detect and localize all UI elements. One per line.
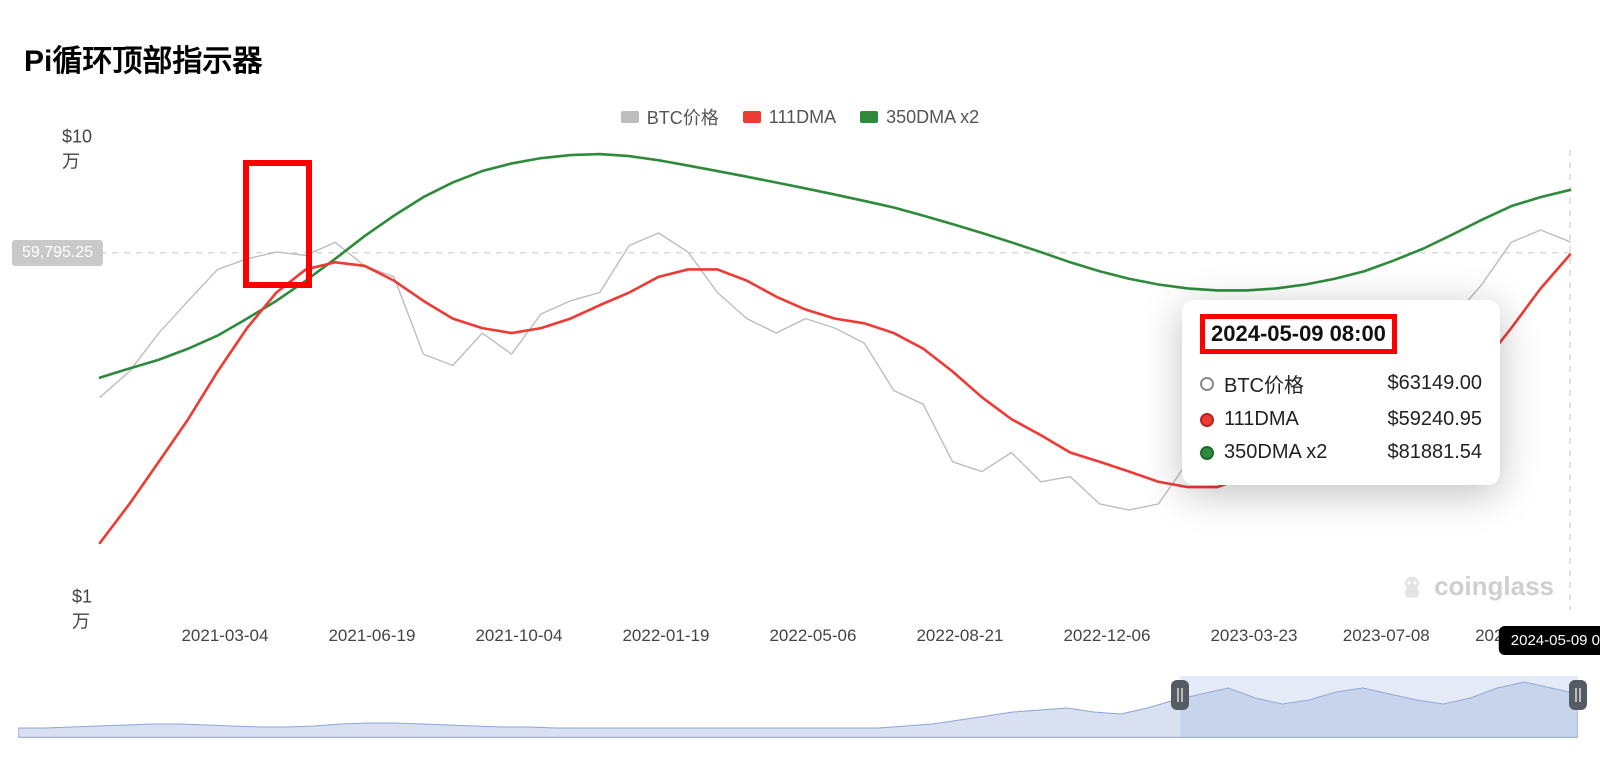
legend-label: 111DMA xyxy=(769,107,836,128)
x-tick-label: 2021-06-19 xyxy=(328,626,415,646)
tooltip-label: BTC价格 xyxy=(1224,369,1304,398)
x-tick-label: 2022-12-06 xyxy=(1063,626,1150,646)
watermark-icon xyxy=(1398,573,1426,601)
legend-label: 350DMA x2 xyxy=(886,107,979,128)
brush-handle-left[interactable] xyxy=(1171,680,1189,710)
watermark: coinglass xyxy=(1398,571,1554,602)
brush-svg xyxy=(18,676,1578,738)
legend-label: BTC价格 xyxy=(647,104,719,130)
legend-item[interactable]: 111DMA xyxy=(743,107,836,128)
tooltip-date-highlight: 2024-05-09 08:00 xyxy=(1200,314,1397,354)
range-brush[interactable] xyxy=(18,676,1578,738)
x-tick-label: 2023-03-23 xyxy=(1210,626,1297,646)
x-tick-label: 2022-01-19 xyxy=(622,626,709,646)
tooltip-label: 350DMA x2 xyxy=(1224,441,1327,464)
legend-swatch xyxy=(621,111,639,123)
y-tick-label: $1万 xyxy=(72,587,92,634)
tooltip-row: 350DMA x2 $81881.54 xyxy=(1200,436,1482,469)
brush-handle-right[interactable] xyxy=(1569,680,1587,710)
tooltip-label: 111DMA xyxy=(1224,408,1299,431)
x-tick-label: 2021-03-04 xyxy=(181,626,268,646)
y-tick-label: $10万 xyxy=(62,127,92,174)
watermark-text: coinglass xyxy=(1434,571,1554,602)
legend-swatch xyxy=(743,111,761,123)
tooltip-dot xyxy=(1200,413,1214,427)
chart-tooltip: 2024-05-09 08:00 BTC价格 $63149.00 111DMA $59… xyxy=(1182,300,1500,485)
x-tick-label: 2022-05-06 xyxy=(769,626,856,646)
tooltip-value: $59240.95 xyxy=(1387,408,1482,431)
chart-title: Pi循环顶部指示器 xyxy=(24,36,262,80)
tooltip-row: 111DMA $59240.95 xyxy=(1200,403,1482,436)
tooltip-dot xyxy=(1200,377,1214,391)
x-tick-label: 2023-07-08 xyxy=(1343,626,1430,646)
x-tick-label: 2021-10-04 xyxy=(475,626,562,646)
y-axis-marker-badge: 59,795.25 xyxy=(12,240,103,266)
tooltip-value: $81881.54 xyxy=(1387,441,1482,464)
tooltip-date: 2024-05-09 08:00 xyxy=(1211,321,1386,346)
tooltip-row: BTC价格 $63149.00 xyxy=(1200,364,1482,403)
chart-legend: BTC价格 111DMA 350DMA x2 xyxy=(0,104,1600,130)
legend-item[interactable]: BTC价格 xyxy=(621,104,719,130)
x-axis-labels: 2021-03-04 2021-06-19 2021-10-04 2022-01-19… xyxy=(100,626,1570,650)
x-axis-current-badge: 2024-05-09 08:00 xyxy=(1499,626,1600,655)
tooltip-dot xyxy=(1200,446,1214,460)
legend-swatch xyxy=(860,111,878,123)
tooltip-value: $63149.00 xyxy=(1387,372,1482,395)
legend-item[interactable]: 350DMA x2 xyxy=(860,107,979,128)
x-tick-label: 2022-08-21 xyxy=(916,626,1003,646)
